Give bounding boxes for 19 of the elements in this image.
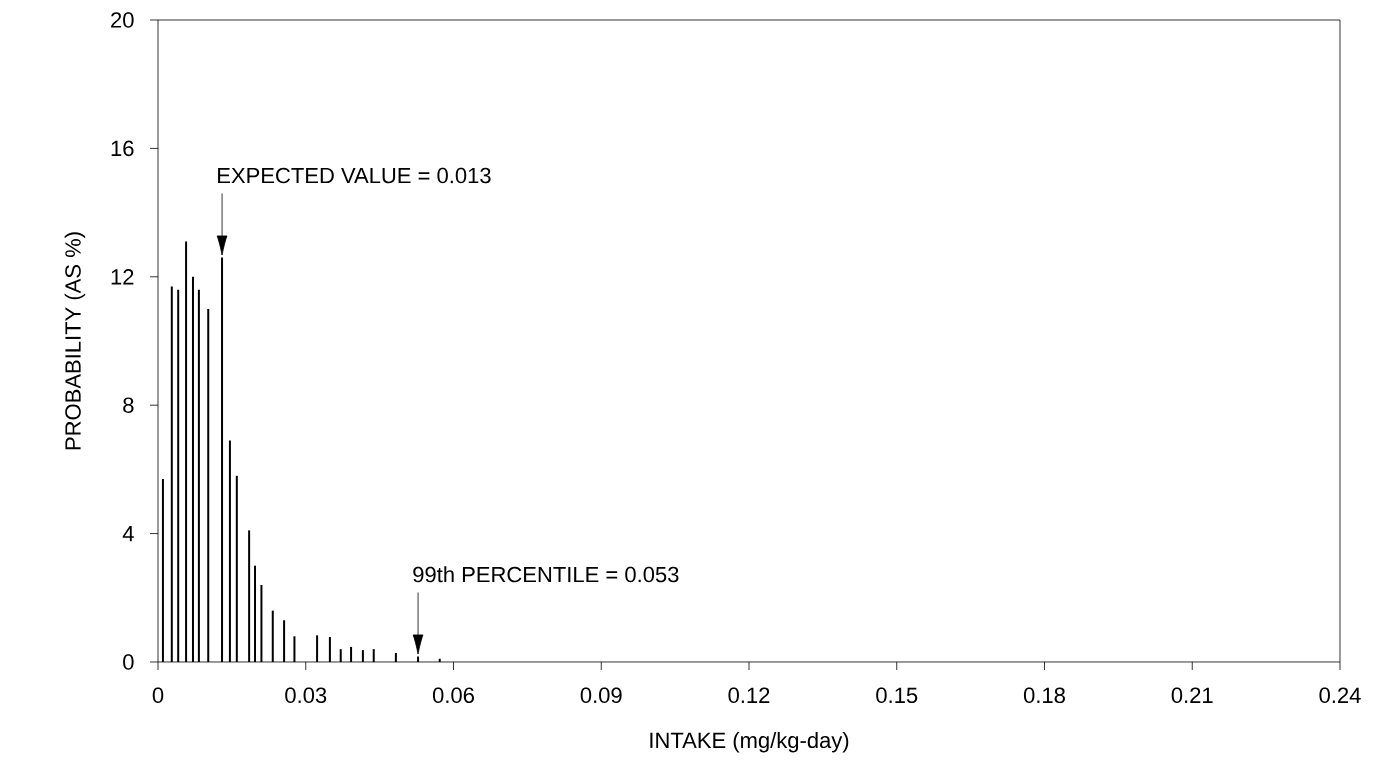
y-tick-label: 20 [111, 12, 134, 28]
y-tick-label: 16 [111, 140, 134, 157]
x-tick-label: 0 [152, 687, 164, 704]
x-tick-label: 0.09 [580, 687, 622, 704]
y-axis-title: PROBABILITY (AS %) [64, 232, 86, 450]
annotation: EXPECTED VALUE = 0.013 [218, 167, 491, 184]
x-tick-label: 0.15 [876, 687, 918, 704]
annotation: 99th PERCENTILE = 0.053 [413, 566, 679, 583]
x-tick-label: 0.03 [285, 687, 327, 704]
y-tick-label: 12 [111, 269, 134, 285]
y-tick-label: 8 [123, 397, 134, 413]
x-tick-label: 0.06 [432, 687, 474, 704]
x-tick-label: 0.21 [1171, 687, 1213, 704]
x-axis-title: INTAKE (mg/kg-day) [650, 731, 849, 753]
x-tick-label: 0.24 [1319, 687, 1361, 704]
x-tick-label: 0.18 [1023, 687, 1065, 704]
y-tick-label: 0 [123, 654, 134, 670]
y-tick-label: 4 [122, 526, 134, 542]
x-tick-label: 0.12 [728, 687, 770, 704]
